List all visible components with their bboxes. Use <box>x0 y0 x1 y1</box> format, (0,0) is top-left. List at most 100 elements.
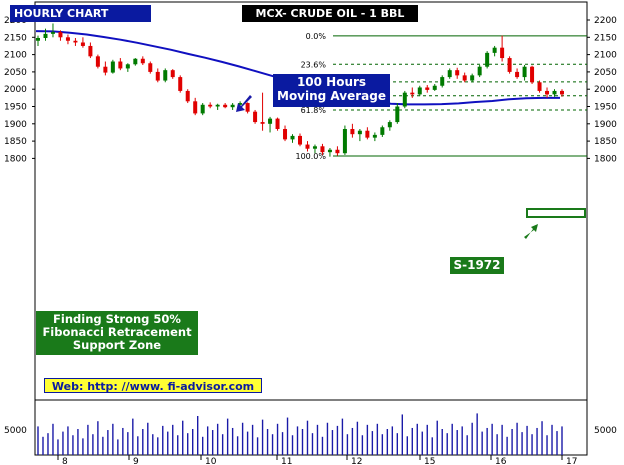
y-tick-label-right: 2100 <box>594 51 617 61</box>
candle-body <box>312 146 317 149</box>
candle-body <box>462 75 467 81</box>
y-tick-label-left: 2150 <box>4 33 27 43</box>
candle-body <box>133 58 138 65</box>
candle-body <box>178 77 183 91</box>
candle-body <box>357 130 362 135</box>
ma-label-box: 100 Hours Moving Average <box>273 74 390 107</box>
fib-label: 0.0% <box>306 32 327 41</box>
y-tick-label-right: 2200 <box>594 16 617 26</box>
support-level-text: S-1972 <box>453 258 501 272</box>
axes: 1800 1800 1850 1850 1900 1900 1950 1950 2000 2000… <box>4 16 617 465</box>
candles <box>36 23 564 157</box>
candle-body <box>268 118 273 124</box>
hourly-chart-badge: HOURLY CHART <box>10 5 151 22</box>
candle-body <box>223 104 228 108</box>
candle-body <box>350 128 355 135</box>
candle-body <box>103 66 108 73</box>
candle-body <box>470 75 475 81</box>
candle-body <box>522 66 527 78</box>
candle-body <box>440 77 445 86</box>
candle-body <box>80 42 85 46</box>
candle-body <box>140 58 145 64</box>
candle-body <box>110 61 115 73</box>
candle-body <box>298 135 302 145</box>
candle-body <box>43 33 48 38</box>
candle-body <box>230 104 235 108</box>
candle-body <box>95 56 100 67</box>
y-tick-label-right: 2000 <box>594 85 617 95</box>
candle-body <box>50 32 55 34</box>
candle-body <box>327 149 332 153</box>
candle-body <box>238 103 243 105</box>
candle-body <box>283 128 288 140</box>
x-tick-label: 17 <box>566 457 577 465</box>
y-tick-label-left: 1850 <box>4 137 27 147</box>
candle-body <box>425 87 430 90</box>
y-tick-label-left: 2000 <box>4 85 27 95</box>
candle-body <box>275 118 280 129</box>
candle-body <box>500 47 505 59</box>
candle-body <box>155 71 160 81</box>
candle-body <box>88 45 93 57</box>
candle-body <box>118 61 123 69</box>
website-banner[interactable]: Web: http: //www. fi-advisor.com <box>44 378 262 393</box>
candle-body <box>387 122 392 128</box>
candle-body <box>417 87 422 95</box>
y-tick-label-left: 1900 <box>4 120 27 130</box>
volume-bars <box>37 413 563 455</box>
candle-body <box>410 92 415 95</box>
candle-body <box>290 135 295 140</box>
candle-body <box>455 70 460 76</box>
support-zone-box-label: Finding Strong 50% Fibonacci Retracement… <box>36 311 198 355</box>
candle-body <box>552 90 557 95</box>
candle-body <box>125 64 130 69</box>
candle-body <box>170 70 175 78</box>
x-tick-label: 12 <box>351 457 362 465</box>
candle-body <box>208 104 213 107</box>
candle-body <box>215 104 220 107</box>
support-arrow-icon <box>524 224 538 239</box>
x-tick-label: 11 <box>281 457 292 465</box>
support-zone-box <box>526 208 586 218</box>
chart-title-badge: MCX- CRUDE OIL - 1 BBL <box>242 5 418 22</box>
y-tick-label-left: 2100 <box>4 51 27 61</box>
volume-tick-label-left: 5000 <box>4 426 27 436</box>
y-tick-label-left: 2050 <box>4 68 27 78</box>
ma-label-line1: 100 Hours <box>296 75 367 89</box>
fib-label: 100.0% <box>295 152 326 161</box>
candle-body <box>485 52 490 67</box>
candle-body <box>560 90 564 95</box>
x-tick-label: 15 <box>424 457 435 465</box>
candle-body <box>58 32 63 38</box>
x-tick-label: 9 <box>133 457 139 465</box>
candle-body <box>163 70 168 81</box>
volume-tick-label-right: 5000 <box>594 426 617 436</box>
candle-body <box>432 85 437 90</box>
candle-body <box>372 134 377 138</box>
candle-body <box>515 71 520 78</box>
y-tick-label-left: 1950 <box>4 103 27 113</box>
candle-body <box>447 70 452 78</box>
candle-body <box>253 111 258 123</box>
candle-body <box>342 128 347 154</box>
candle-body <box>507 58 512 72</box>
fib-label: 23.6% <box>301 60 327 69</box>
fib-label: 61.8% <box>301 106 327 115</box>
chart-title: MCX- CRUDE OIL - 1 BBL <box>255 7 405 20</box>
candle-body <box>380 127 385 135</box>
candle-body <box>365 130 370 138</box>
candle-body <box>200 104 205 114</box>
candle-body <box>65 37 70 41</box>
support-line2: Fibonacci Retracement <box>42 325 192 340</box>
y-tick-label-right: 1850 <box>594 137 617 147</box>
website-link[interactable]: Web: http: //www. fi-advisor.com <box>51 380 255 393</box>
y-tick-label-right: 1800 <box>594 154 617 164</box>
ma-arrow-icon <box>236 95 252 112</box>
candle-body <box>492 47 497 53</box>
candle-body <box>305 144 310 149</box>
y-tick-label-left: 1800 <box>4 154 27 164</box>
y-tick-label-right: 1900 <box>594 120 617 130</box>
candle-body <box>335 149 340 154</box>
x-tick-label: 10 <box>205 457 217 465</box>
